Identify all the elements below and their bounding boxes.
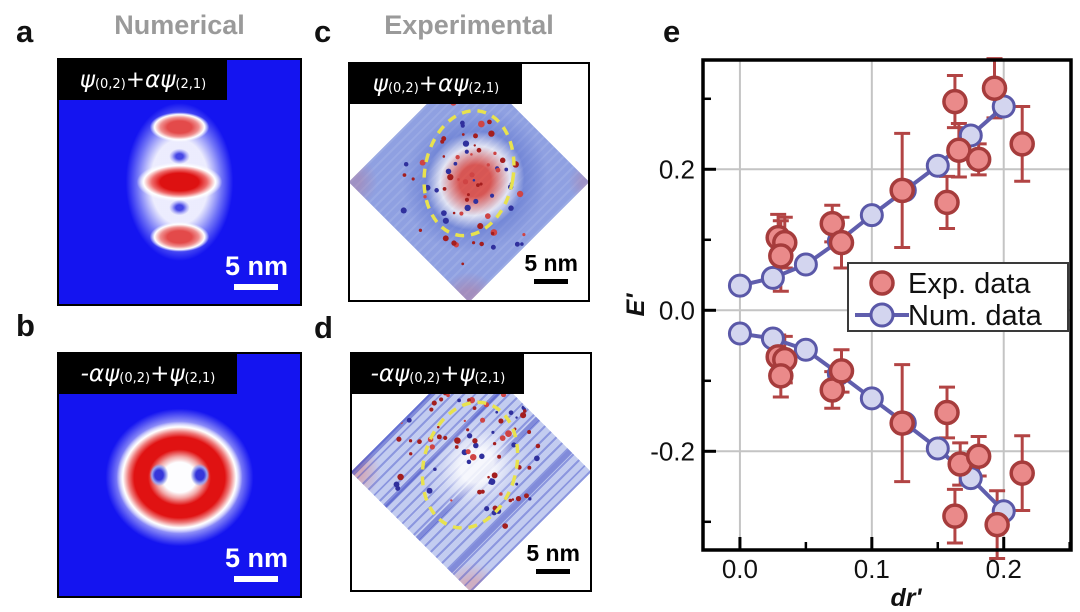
svg-text:Exp. data: Exp. data [908, 268, 1031, 300]
svg-text:0.2: 0.2 [659, 154, 695, 184]
formula-a-sub1: (0,2) [94, 76, 126, 92]
formula-c-psi: ψ [372, 71, 388, 97]
column-title-experimental: Experimental [384, 10, 554, 40]
svg-text:0.0: 0.0 [722, 554, 758, 584]
panel-letter-e: e [663, 14, 681, 49]
scalebar-b: 5 nm [225, 545, 288, 582]
scalebar-d-label: 5 nm [526, 540, 580, 566]
formula-label-c: ψ (0,2) +αψ (2,1) [350, 64, 522, 104]
formula-label-b: -αψ (0,2) +ψ (2,1) [59, 354, 237, 394]
formula-label-a: ψ (0,2) +αψ (2,1) [59, 60, 227, 100]
scalebar-c-label: 5 nm [524, 250, 578, 276]
formula-c-sub1: (0,2) [387, 80, 419, 96]
scalebar-a-bar [234, 284, 279, 290]
scalebar-d: 5 nm [526, 542, 580, 574]
formula-d-sub1: (0,2) [409, 370, 441, 386]
panel-letter-b: b [16, 308, 35, 343]
formula-label-d: -αψ (0,2) +ψ (2,1) [352, 354, 524, 394]
svg-text:dr': dr' [891, 584, 923, 612]
formula-c-sub2: (2,1) [468, 80, 500, 96]
column-title-numerical: Numerical [114, 10, 245, 40]
formula-b-sub2: (2,1) [184, 370, 216, 386]
panel-letter-d: d [314, 310, 333, 345]
formula-b-neg-alpha-psi: -αψ [80, 361, 120, 387]
formula-b-psi: +ψ [150, 361, 185, 387]
formula-d-neg-alpha-psi: -αψ [370, 361, 410, 387]
svg-text:0.2: 0.2 [986, 554, 1022, 584]
formula-d-psi: +ψ [440, 361, 475, 387]
scalebar-a-label: 5 nm [224, 251, 288, 281]
scalebar-c-bar [534, 279, 569, 284]
scalebar-d-bar [536, 569, 571, 574]
numerical-map-b [59, 354, 300, 596]
panel-b-image: -αψ (0,2) +ψ (2,1) 5 nm [57, 352, 302, 598]
svg-text:0.1: 0.1 [854, 554, 890, 584]
formula-a-psi: ψ [79, 67, 95, 93]
scalebar-c: 5 nm [524, 252, 578, 284]
panel-letter-a: a [16, 14, 34, 49]
panel-letter-c: c [314, 14, 332, 49]
panel-a-image: ψ (0,2) +αψ (2,1) 5 nm [57, 58, 302, 306]
svg-text:E': E' [622, 293, 650, 317]
svg-text:-0.2: -0.2 [650, 436, 695, 466]
svg-text:Num. data: Num. data [908, 300, 1043, 332]
formula-a-alpha-psi: +αψ [125, 67, 176, 93]
scalebar-b-bar [234, 576, 279, 582]
panel-d-image: -αψ (0,2) +ψ (2,1) 5 nm [350, 352, 592, 592]
formula-a-sub2: (2,1) [175, 76, 207, 92]
panel-c-image: ψ (0,2) +αψ (2,1) 5 nm [348, 62, 590, 302]
scalebar-b-label: 5 nm [224, 543, 288, 573]
svg-text:0.0: 0.0 [659, 295, 695, 325]
formula-d-sub2: (2,1) [474, 370, 506, 386]
formula-b-sub1: (0,2) [119, 370, 151, 386]
scalebar-a: 5 nm [225, 253, 288, 290]
numerical-map-a [59, 60, 300, 304]
formula-c-alpha-psi: +αψ [418, 71, 469, 97]
